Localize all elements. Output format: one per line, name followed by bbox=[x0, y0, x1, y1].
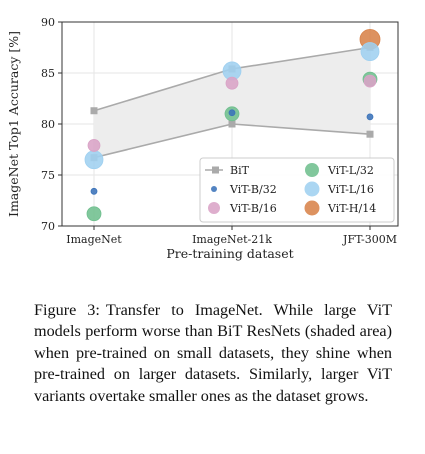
legend: BiT ViT-B/32 ViT-B/16 ViT-L/32 ViT-L/16 ViT-H… bbox=[199, 157, 395, 223]
y-tick-label: 70 bbox=[41, 220, 55, 233]
point-vit-b-32 bbox=[366, 113, 374, 121]
legend-box bbox=[199, 157, 395, 223]
data-points bbox=[84, 28, 381, 222]
x-tick-label: ImageNet-21k bbox=[192, 233, 272, 246]
legend-label: ViT-B/32 bbox=[229, 183, 277, 196]
y-tick-label: 85 bbox=[41, 67, 55, 80]
legend-marker bbox=[304, 200, 320, 216]
legend-label: BiT bbox=[230, 164, 250, 177]
chart: 70 75 80 85 90 ImageNet ImageNet-21k JFT-300M P… bbox=[6, 16, 399, 261]
point-vit-b-16 bbox=[363, 74, 377, 88]
legend-bit-marker bbox=[212, 166, 219, 174]
point-vit-b-32 bbox=[228, 109, 236, 117]
legend-marker bbox=[305, 163, 319, 177]
caption-text: Transfer to ImageNet. While large ViT mo… bbox=[34, 301, 392, 405]
axis-ticks: 70 75 80 85 90 ImageNet ImageNet-21k JFT-300M bbox=[41, 16, 397, 246]
point-vit-b-16 bbox=[225, 76, 239, 90]
bit-marker bbox=[228, 120, 236, 128]
point-vit-b-32 bbox=[90, 187, 98, 195]
y-tick-label: 75 bbox=[41, 169, 55, 182]
y-tick-label: 80 bbox=[41, 118, 55, 131]
bit-marker bbox=[90, 107, 98, 115]
x-axis-label: Pre-training dataset bbox=[166, 246, 293, 261]
legend-marker bbox=[208, 202, 220, 214]
point-vit-l-16 bbox=[360, 42, 380, 61]
legend-marker bbox=[304, 181, 320, 197]
legend-label: ViT-B/16 bbox=[229, 202, 277, 215]
legend-marker bbox=[211, 186, 217, 192]
bit-marker bbox=[366, 130, 374, 138]
caption-label: Figure 3: bbox=[34, 301, 100, 319]
point-vit-l-16 bbox=[84, 150, 104, 170]
x-tick-label: JFT-300M bbox=[342, 233, 397, 246]
legend-label: ViT-H/14 bbox=[327, 202, 376, 215]
point-vit-b-16 bbox=[87, 139, 101, 152]
x-tick-label: ImageNet bbox=[66, 233, 122, 246]
bit-shaded-area bbox=[94, 47, 370, 158]
legend-label: ViT-L/32 bbox=[327, 164, 374, 177]
figure-caption: Figure 3: Transfer to ImageNet. While lar… bbox=[34, 300, 392, 407]
y-axis-label: ImageNet Top1 Accuracy [%] bbox=[6, 31, 21, 217]
legend-label: ViT-L/16 bbox=[327, 183, 374, 196]
point-vit-l-32 bbox=[86, 206, 102, 222]
y-tick-label: 90 bbox=[41, 16, 55, 29]
chart-svg: 70 75 80 85 90 ImageNet ImageNet-21k JFT-300M P… bbox=[6, 16, 399, 261]
